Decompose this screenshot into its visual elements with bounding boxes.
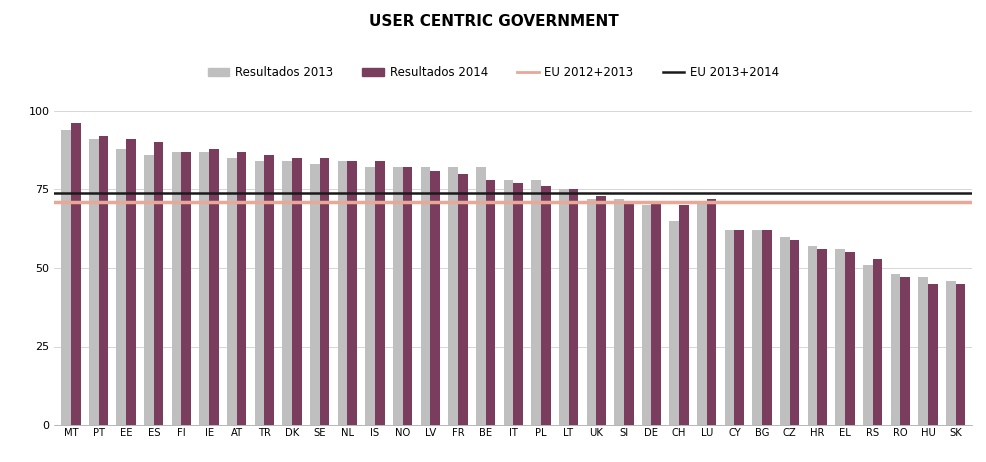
Bar — [669, 221, 678, 425]
Bar — [430, 170, 440, 425]
Bar — [596, 196, 605, 425]
Bar — [530, 180, 540, 425]
Bar — [540, 186, 550, 425]
Bar — [834, 249, 844, 425]
Bar — [209, 149, 219, 425]
Bar — [844, 252, 854, 425]
Text: USER CENTRIC GOVERNMENT: USER CENTRIC GOVERNMENT — [368, 14, 618, 29]
Bar — [375, 161, 385, 425]
Bar — [816, 249, 826, 425]
Bar — [264, 155, 274, 425]
Bar — [899, 277, 909, 425]
Bar — [448, 167, 458, 425]
Legend: Resultados 2013, Resultados 2014, EU 2012+2013, EU 2013+2014: Resultados 2013, Resultados 2014, EU 201… — [203, 61, 783, 84]
Bar — [116, 149, 126, 425]
Bar — [761, 230, 771, 425]
Bar — [889, 274, 899, 425]
Bar — [751, 230, 761, 425]
Bar — [678, 205, 688, 425]
Bar — [927, 284, 937, 425]
Bar — [89, 139, 99, 425]
Bar — [475, 167, 485, 425]
Bar — [917, 277, 927, 425]
Bar — [807, 246, 816, 425]
Bar — [144, 155, 154, 425]
Bar — [862, 265, 872, 425]
Bar — [458, 174, 467, 425]
Bar — [513, 183, 523, 425]
Bar — [485, 180, 495, 425]
Bar — [651, 202, 661, 425]
Bar — [61, 130, 71, 425]
Bar — [568, 189, 578, 425]
Bar — [282, 161, 292, 425]
Bar — [310, 164, 319, 425]
Bar — [181, 152, 191, 425]
Bar — [503, 180, 513, 425]
Bar — [99, 136, 108, 425]
Bar — [558, 189, 568, 425]
Bar — [365, 167, 375, 425]
Bar — [126, 139, 136, 425]
Bar — [254, 161, 264, 425]
Bar — [154, 142, 164, 425]
Bar — [641, 205, 651, 425]
Bar — [337, 161, 347, 425]
Bar — [586, 199, 596, 425]
Bar — [172, 152, 181, 425]
Bar — [71, 123, 81, 425]
Bar — [954, 284, 964, 425]
Bar — [789, 240, 799, 425]
Bar — [319, 158, 329, 425]
Bar — [734, 230, 743, 425]
Bar — [945, 280, 954, 425]
Bar — [227, 158, 237, 425]
Bar — [706, 199, 716, 425]
Bar — [420, 167, 430, 425]
Bar — [347, 161, 357, 425]
Bar — [392, 167, 402, 425]
Bar — [623, 202, 633, 425]
Bar — [402, 167, 412, 425]
Bar — [292, 158, 302, 425]
Bar — [199, 152, 209, 425]
Bar — [613, 199, 623, 425]
Bar — [779, 237, 789, 425]
Bar — [237, 152, 246, 425]
Bar — [724, 230, 734, 425]
Bar — [872, 259, 881, 425]
Bar — [696, 202, 706, 425]
